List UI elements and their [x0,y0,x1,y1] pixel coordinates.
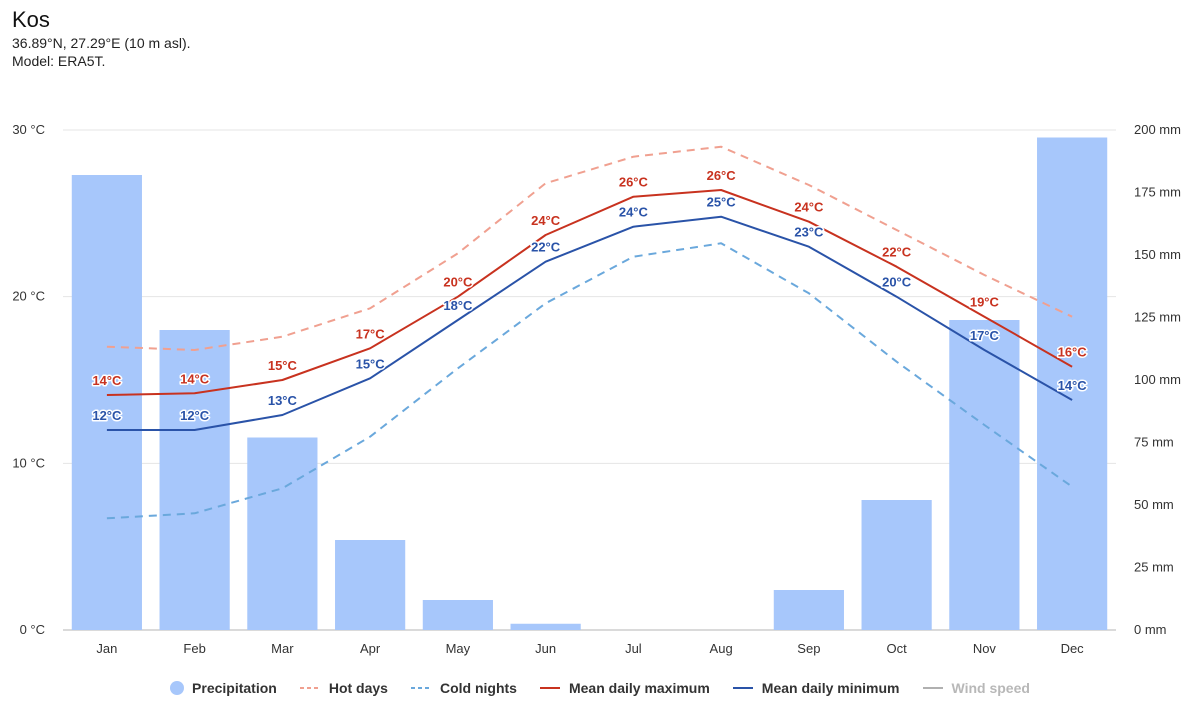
x-tick-label: Sep [797,641,820,656]
x-tick-label: Jul [625,641,642,656]
legend-item-mean-daily-maximum[interactable]: Mean daily maximum [539,680,710,696]
precipitation-bar [1037,137,1108,630]
legend-symbol-hot-days [299,687,320,689]
max-temp-label: 14°C [180,371,210,386]
y-right-tick-label: 75 mm [1134,435,1174,450]
min-temp-label: 24°C [619,205,649,220]
y-right-tick-label: 200 mm [1134,122,1181,137]
x-tick-label: Apr [360,641,381,656]
min-temp-label: 25°C [707,195,737,210]
legend-item-cold-nights[interactable]: Cold nights [410,680,517,696]
max-temp-label: 15°C [268,358,298,373]
legend-symbol-cold-nights [410,687,431,689]
legend-label: Cold nights [439,680,517,696]
legend-item-mean-daily-minimum[interactable]: Mean daily minimum [732,680,900,696]
legend-symbol-mean-daily-maximum [539,687,560,689]
mean-daily-maximum-line [106,189,1073,396]
y-right-tick-label: 50 mm [1134,497,1174,512]
max-temp-label: 22°C [882,245,912,260]
min-temp-label: 23°C [794,225,824,240]
legend-label: Hot days [328,680,388,696]
min-temp-label: 17°C [970,328,1000,343]
x-tick-label: Nov [973,641,997,656]
y-right-tick-label: 25 mm [1134,560,1174,575]
legend-symbol-precipitation [170,681,185,695]
temperature-lines [106,145,1073,520]
x-tick-label: Oct [887,641,908,656]
legend-item-wind-speed[interactable]: Wind speed [922,680,1030,696]
precipitation-bar [71,175,142,630]
y-right-tick-label: 175 mm [1134,185,1181,200]
mean-daily-minimum-line [106,215,1073,431]
model-text: Model: ERA5T. [12,53,106,69]
x-tick-label: Jun [535,641,556,656]
location-text: 36.89°N, 27.29°E (10 m asl). [12,35,191,51]
precipitation-bar [422,600,493,630]
precipitation-bar [773,590,844,630]
max-temp-label: 20°C [443,275,473,290]
page-title: Kos [12,7,50,32]
max-temp-label: 24°C [531,213,561,228]
x-tick-label: Aug [710,641,733,656]
min-temp-label: 12°C [92,408,122,423]
precipitation-bar [247,437,318,630]
max-temp-label: 17°C [356,326,386,341]
y-left-tick-label: 0 °C [20,622,45,637]
y-left-tick-label: 30 °C [12,122,45,137]
precipitation-bar [335,540,406,630]
min-temp-label: 13°C [268,393,298,408]
legend-label: Mean daily minimum [761,680,900,696]
min-temp-label: 20°C [882,275,912,290]
min-temp-label: 14°C [1058,378,1088,393]
x-tick-label: May [446,641,471,656]
chart-legend: Precipitation Hot days Cold nights Mean dai… [0,676,1200,700]
y-right-tick-label: 0 mm [1134,622,1167,637]
max-temp-label: 26°C [619,175,649,190]
min-temp-label: 12°C [180,408,210,423]
precipitation-bar [861,500,932,630]
legend-label: Wind speed [951,680,1030,696]
x-tick-label: Mar [271,641,294,656]
min-temp-label: 18°C [443,298,473,313]
chart-header: Kos 36.89°N, 27.29°E (10 m asl). Model: … [12,6,191,70]
max-temp-label: 19°C [970,295,1000,310]
precipitation-bar [949,320,1020,630]
precipitation-bar [159,330,230,630]
y-right-tick-label: 100 mm [1134,372,1181,387]
data-labels: 14°C 14°C 15°C 17°C 20°C 24°C 26°C 26°C 24°C 22°C… [91,167,1089,425]
x-tick-label: Jan [96,641,117,656]
legend-label: Mean daily maximum [568,680,710,696]
grid-layer [63,129,1116,631]
min-temp-label: 15°C [356,356,386,371]
legend-item-precipitation[interactable]: Precipitation [170,680,277,696]
legend-label: Precipitation [192,680,277,696]
max-temp-label: 26°C [707,168,737,183]
cold-nights-line [106,242,1073,520]
legend-symbol-wind-speed [922,687,943,689]
precipitation-bar [510,623,581,630]
max-temp-label: 24°C [794,200,824,215]
axes-layer: 0 °C 10 °C 20 °C 30 °C 0 mm 25 mm 50 mm 75 mm 10… [12,122,1181,656]
x-tick-label: Feb [183,641,205,656]
y-left-tick-label: 20 °C [12,289,45,304]
y-right-tick-label: 150 mm [1134,247,1181,262]
max-temp-label: 14°C [92,373,122,388]
min-temp-label: 22°C [531,240,561,255]
legend-item-hot-days[interactable]: Hot days [299,680,388,696]
legend-symbol-mean-daily-minimum [732,687,753,689]
x-tick-label: Dec [1061,641,1085,656]
hot-days-line [106,145,1073,351]
max-temp-label: 16°C [1058,345,1088,360]
y-left-tick-label: 10 °C [12,455,45,470]
precipitation-bars [71,137,1108,630]
y-right-tick-label: 125 mm [1134,310,1181,325]
